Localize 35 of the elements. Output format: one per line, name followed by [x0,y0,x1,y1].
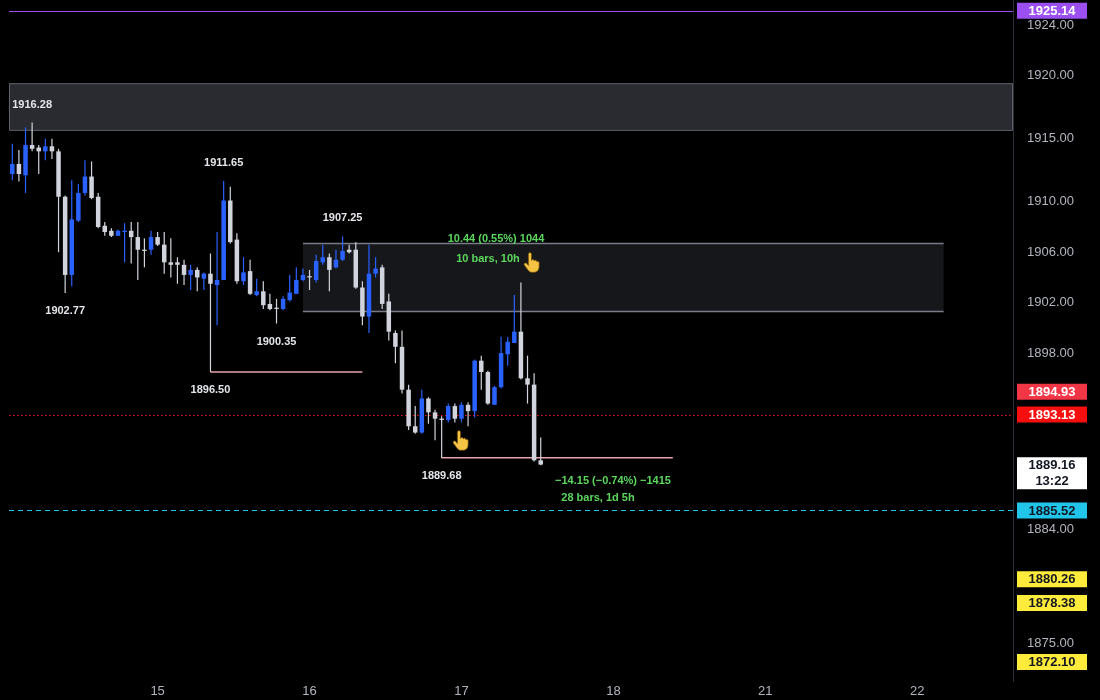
annotation: 1900.35 [256,334,297,347]
ref-line-label: 1893.13 [1028,406,1076,422]
text: 1878.38 [1028,595,1076,611]
x-tick-label: 22 [909,683,925,699]
ref-line-label: 1885.52 [1028,502,1076,518]
y-tick-label: 1902.00 [1027,294,1074,310]
x-tick-label: 15 [150,683,165,699]
x-tick-label: 16 [302,683,317,699]
text: 1880.26 [1028,571,1076,587]
y-tick-label: 1910.00 [1027,193,1074,209]
annotation: 10.44 (0.55%) 1044 [447,232,546,245]
x-tick-label: 18 [606,683,621,699]
candlestick [432,409,438,441]
y-tick-label: 1915.00 [1027,130,1074,146]
annotation: 10 bars, 10h [456,252,521,265]
text: 1872.10 [1028,654,1076,670]
annotation: 1889.68 [421,469,462,482]
annotation: 1907.25 [322,211,363,224]
annotation: 1911.65 [204,156,244,168]
y-tick-label: 1924.00 [1027,16,1074,32]
annotation: 1916.28 [12,97,52,110]
annotation: 1902.77 [45,303,86,316]
y-tick-label: 1898.00 [1027,344,1074,360]
y-tick-label: 1920.00 [1027,67,1074,83]
text: 1889.16 13:22 [1028,457,1076,489]
y-tick-label: 1875.00 [1027,634,1074,650]
annotation: −14.15 (−0.74%) −1415 [555,474,671,487]
x-tick-label: 17 [454,683,469,699]
text: 1894.93 [1028,383,1076,399]
annotation: 1896.50 [190,383,231,396]
annotation: 28 bars, 1d 5h [561,491,635,504]
y-tick-label: 1906.00 [1027,243,1074,259]
ref-line-label: 1925.14 [1028,2,1077,18]
y-tick-label: 1884.00 [1027,521,1074,537]
x-tick-label: 21 [758,683,773,699]
